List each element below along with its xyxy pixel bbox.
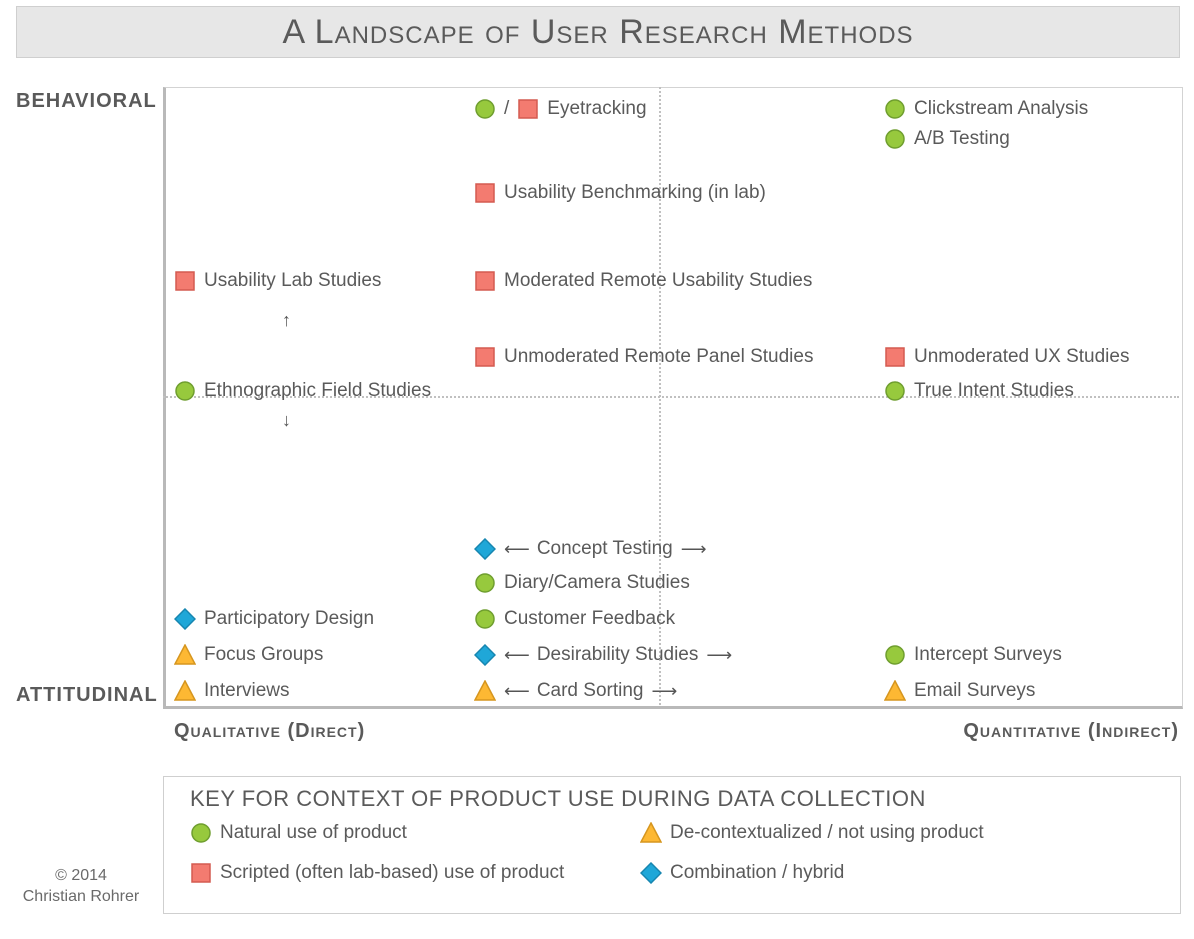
copyright-author: Christian Rohrer	[16, 887, 146, 908]
legend-title: KEY FOR CONTEXT OF PRODUCT USE DURING DA…	[190, 786, 926, 812]
method-label: Unmoderated Remote Panel Studies	[504, 346, 813, 368]
legend-label: De-contextualized / not using product	[670, 822, 984, 844]
circle-icon	[474, 98, 496, 120]
triangle-icon	[884, 680, 906, 702]
method-focus-groups: Focus Groups	[174, 644, 323, 666]
method-label: Participatory Design	[204, 608, 374, 630]
triangle-icon	[474, 680, 496, 702]
arrow-down-icon: ↓	[282, 410, 291, 431]
method-label: Focus Groups	[204, 644, 323, 666]
method-concept-testing: ⟵ Concept Testing ⟶	[474, 538, 706, 560]
square-icon	[474, 346, 496, 368]
method-participatory: Participatory Design	[174, 608, 374, 630]
circle-icon	[884, 380, 906, 402]
method-email-surveys: Email Surveys	[884, 680, 1035, 702]
method-label: Customer Feedback	[504, 608, 675, 630]
square-icon	[174, 270, 196, 292]
diamond-icon	[474, 644, 496, 666]
circle-icon	[190, 822, 212, 844]
circle-icon	[884, 128, 906, 150]
method-ethnographic: Ethnographic Field Studies	[174, 380, 431, 402]
legend-decontextualized: De-contextualized / not using product	[640, 822, 984, 844]
axis-label-quantitative: Quantitative (Indirect)	[963, 720, 1179, 743]
method-label: Diary/Camera Studies	[504, 572, 690, 594]
legend-natural: Natural use of product	[190, 822, 407, 844]
method-interviews: Interviews	[174, 680, 290, 702]
arrow-left-icon: ⟵	[504, 539, 529, 560]
method-unmoderated-ux: Unmoderated UX Studies	[884, 346, 1129, 368]
circle-icon	[474, 608, 496, 630]
triangle-icon	[174, 644, 196, 666]
method-label: Concept Testing	[537, 538, 673, 560]
axis-label-attitudinal: ATTITUDINAL	[16, 684, 158, 707]
method-label: Eyetracking	[547, 98, 646, 120]
method-label: True Intent Studies	[914, 380, 1074, 402]
legend-label: Scripted (often lab-based) use of produc…	[220, 862, 564, 884]
method-abtesting: A/B Testing	[884, 128, 1010, 150]
triangle-icon	[174, 680, 196, 702]
legend-label: Natural use of product	[220, 822, 407, 844]
axis-label-qualitative: Qualitative (Direct)	[174, 720, 365, 743]
method-label: Ethnographic Field Studies	[204, 380, 431, 402]
method-usability-benchmarking: Usability Benchmarking (in lab)	[474, 182, 766, 204]
arrow-left-icon: ⟵	[504, 645, 529, 666]
method-label: Card Sorting	[537, 680, 644, 702]
method-moderated-remote: Moderated Remote Usability Studies	[474, 270, 812, 292]
method-usability-lab: Usability Lab Studies	[174, 270, 381, 292]
separator: /	[504, 98, 509, 120]
method-label: A/B Testing	[914, 128, 1010, 150]
method-card-sorting: ⟵ Card Sorting ⟶	[474, 680, 676, 702]
method-label: Interviews	[204, 680, 290, 702]
method-true-intent: True Intent Studies	[884, 380, 1074, 402]
arrow-up-icon: ↑	[282, 310, 291, 331]
method-label: Email Surveys	[914, 680, 1035, 702]
method-clickstream: Clickstream Analysis	[884, 98, 1088, 120]
square-icon	[884, 346, 906, 368]
diamond-icon	[174, 608, 196, 630]
method-label: Unmoderated UX Studies	[914, 346, 1129, 368]
diamond-icon	[640, 862, 662, 884]
method-label: Moderated Remote Usability Studies	[504, 270, 812, 292]
triangle-icon	[640, 822, 662, 844]
circle-icon	[884, 644, 906, 666]
legend-label: Combination / hybrid	[670, 862, 844, 884]
arrow-right-icon: ⟶	[681, 539, 706, 560]
square-icon	[517, 98, 539, 120]
circle-icon	[884, 98, 906, 120]
method-label: Usability Benchmarking (in lab)	[504, 182, 766, 204]
copyright: © 2014 Christian Rohrer	[16, 866, 146, 908]
axis-label-behavioral: BEHAVIORAL	[16, 90, 157, 113]
method-eyetracking: / Eyetracking	[474, 98, 647, 120]
page-title: A Landscape of User Research Methods	[16, 6, 1180, 58]
legend-hybrid: Combination / hybrid	[640, 862, 844, 884]
method-intercept: Intercept Surveys	[884, 644, 1062, 666]
method-diary: Diary/Camera Studies	[474, 572, 690, 594]
arrow-right-icon: ⟶	[706, 645, 731, 666]
arrow-right-icon: ⟶	[651, 681, 676, 702]
circle-icon	[174, 380, 196, 402]
method-label: Intercept Surveys	[914, 644, 1062, 666]
method-label: Usability Lab Studies	[204, 270, 381, 292]
arrow-left-icon: ⟵	[504, 681, 529, 702]
method-customer-feedback: Customer Feedback	[474, 608, 675, 630]
square-icon	[190, 862, 212, 884]
method-unmoderated-panel: Unmoderated Remote Panel Studies	[474, 346, 813, 368]
method-label: Clickstream Analysis	[914, 98, 1088, 120]
square-icon	[474, 182, 496, 204]
method-desirability: ⟵ Desirability Studies ⟶	[474, 644, 731, 666]
copyright-year: © 2014	[16, 866, 146, 887]
method-label: Desirability Studies	[537, 644, 699, 666]
diamond-icon	[474, 538, 496, 560]
square-icon	[474, 270, 496, 292]
circle-icon	[474, 572, 496, 594]
legend-scripted: Scripted (often lab-based) use of produc…	[190, 862, 564, 884]
